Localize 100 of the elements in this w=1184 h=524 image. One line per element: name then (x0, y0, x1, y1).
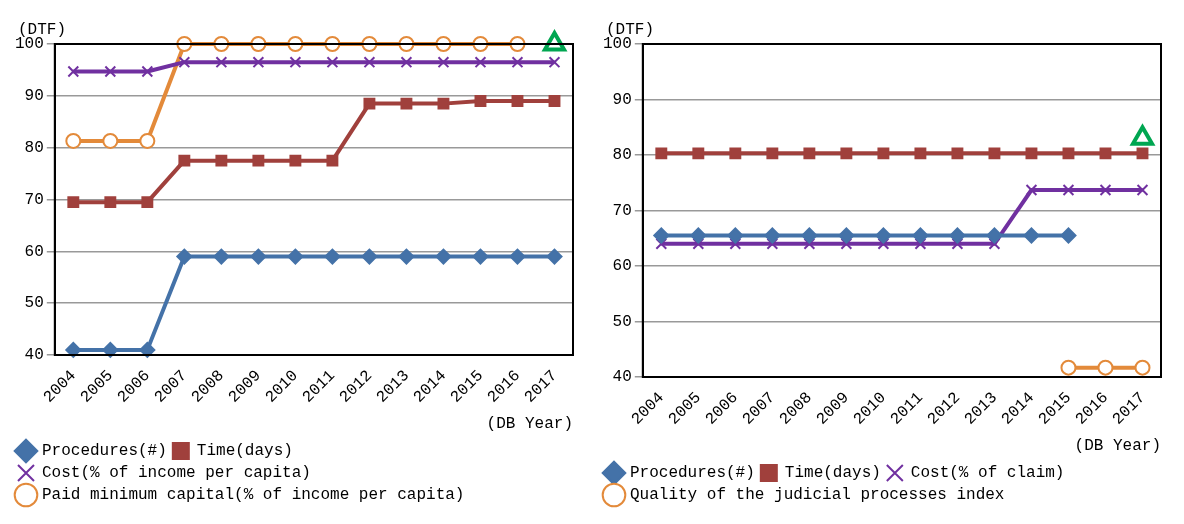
x-axis-title: (DB Year) (486, 414, 573, 433)
point (178, 154, 191, 167)
legend-label: Time(days) (784, 464, 881, 483)
point (548, 95, 561, 107)
y-tick-label: 60 (612, 257, 632, 276)
y-tick-label: 50 (24, 294, 44, 313)
point (176, 248, 193, 265)
point (548, 56, 561, 69)
point (474, 56, 487, 69)
point (949, 227, 966, 244)
point (287, 248, 304, 265)
x-axis-title: (DB Year) (1074, 436, 1161, 455)
point (912, 227, 929, 244)
point (838, 227, 855, 244)
point (1025, 147, 1038, 160)
y-tick-label: 50 (612, 312, 632, 331)
point (141, 196, 154, 209)
point (653, 227, 670, 244)
point (102, 341, 119, 358)
point (474, 95, 487, 107)
point (546, 248, 563, 265)
point (141, 65, 154, 78)
point (437, 97, 450, 110)
point (435, 248, 452, 265)
point (511, 95, 524, 107)
point (139, 132, 156, 149)
y-tick-label: 60 (24, 242, 44, 261)
y-tick-label: 80 (612, 146, 632, 165)
point (213, 248, 230, 265)
point (727, 227, 744, 244)
point (1134, 359, 1151, 376)
point (1062, 184, 1075, 196)
point (803, 147, 816, 160)
point (511, 56, 524, 69)
point (400, 97, 413, 110)
point (363, 56, 376, 69)
legend-label: Time(days) (196, 442, 293, 461)
point (1060, 359, 1077, 376)
point (914, 147, 927, 160)
point (472, 248, 489, 265)
legend-label: Cost(% of income per capita) (42, 464, 311, 483)
point (400, 56, 413, 69)
point (326, 154, 339, 167)
point (398, 248, 415, 265)
point (801, 227, 818, 244)
point (1097, 359, 1114, 376)
point (252, 154, 265, 167)
point (289, 56, 302, 69)
point (289, 154, 302, 167)
point (324, 248, 341, 265)
point (178, 56, 191, 69)
point (988, 147, 1001, 160)
legend-label: Procedures(#) (42, 442, 167, 461)
point (437, 56, 450, 69)
point (951, 147, 964, 160)
legend-label: Procedures(#) (630, 464, 755, 483)
point (875, 227, 892, 244)
point (840, 147, 853, 160)
y-tick-label: 40 (24, 346, 44, 365)
y-tick-label: 70 (612, 201, 632, 220)
point (509, 248, 526, 265)
point (215, 56, 228, 69)
point (102, 132, 119, 149)
point (215, 154, 228, 167)
legend-label: Paid minimum capital(% of income per capita) (42, 486, 465, 505)
point (766, 147, 779, 160)
point (67, 196, 80, 209)
point (1136, 184, 1149, 196)
point (655, 147, 668, 160)
point (104, 196, 117, 209)
point (104, 65, 117, 78)
point (1099, 147, 1112, 160)
point (139, 341, 156, 358)
point (1023, 227, 1040, 244)
point (1136, 147, 1149, 160)
point (361, 248, 378, 265)
point (363, 97, 376, 110)
point (250, 248, 267, 265)
legend-label: Cost(% of claim) (910, 464, 1065, 483)
point (252, 56, 265, 69)
point (1062, 147, 1075, 160)
point (67, 65, 80, 78)
point (1025, 184, 1038, 196)
point (65, 132, 82, 149)
point (65, 341, 82, 358)
y-tick-label: 70 (24, 190, 44, 209)
legend-label: Quality of the judicial processes index (630, 486, 1005, 505)
point (690, 227, 707, 244)
point (877, 147, 890, 160)
point (729, 147, 742, 160)
point (692, 147, 705, 160)
y-tick-label: 80 (24, 138, 44, 157)
y-tick-label: 90 (24, 87, 44, 106)
point (326, 56, 339, 69)
point (1060, 227, 1077, 244)
point (986, 227, 1003, 244)
y-tick-label: 40 (612, 368, 632, 387)
y-tick-label: 90 (612, 90, 632, 109)
point (1099, 184, 1112, 196)
point (764, 227, 781, 244)
